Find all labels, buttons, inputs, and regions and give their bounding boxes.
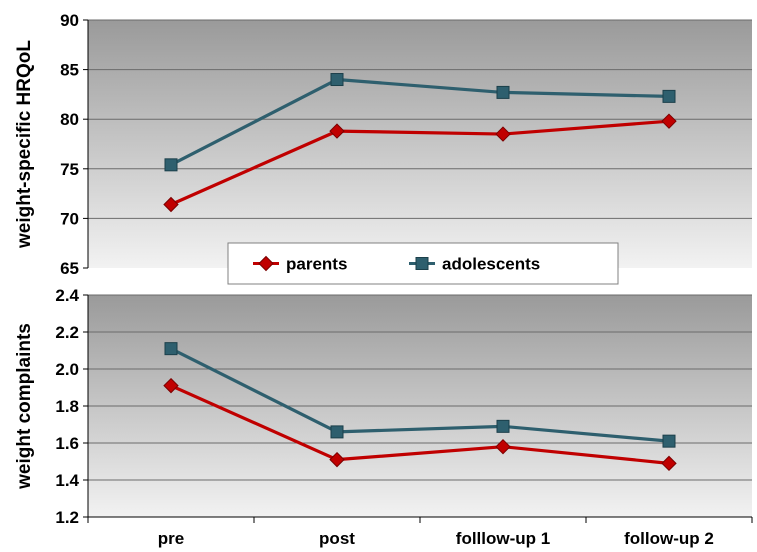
series-parents-marker	[495, 126, 511, 142]
y-tick-label: 2.4	[55, 286, 79, 305]
hrqol-panel: 65 70 75 80 85 90 weight-specific HRQoL	[14, 11, 752, 278]
series-adolescents-marker	[330, 73, 344, 87]
series-adolescents-marker	[496, 419, 510, 433]
series-adolescents-marker	[330, 425, 344, 439]
series-adolescents-line	[170, 77, 670, 167]
x-tick-label: folllow-up 1	[456, 529, 550, 548]
y-tick-label: 1.8	[55, 397, 79, 416]
series-parents-marker	[329, 451, 345, 468]
series-adolescents-marker	[496, 85, 510, 99]
y-axis-title: weight-specific HRQoL	[14, 40, 35, 249]
series-parents-marker	[661, 113, 677, 129]
series-parents-line	[170, 119, 670, 206]
x-tick-label: pre	[158, 529, 184, 548]
series-adolescents-marker	[164, 158, 178, 172]
y-tick-label: 1.6	[55, 434, 79, 453]
series-adolescents-line	[170, 347, 670, 443]
series-parents-marker	[163, 377, 179, 394]
y-tick-label: 85	[60, 61, 79, 80]
x-tick-label: post	[319, 529, 355, 548]
y-tick-label: 1.4	[55, 471, 79, 490]
series-adolescents-marker	[662, 434, 676, 448]
legend-parents-marker	[258, 255, 274, 272]
series-parents-marker	[495, 438, 511, 455]
x-axis: pre post folllow-up 1 follow-up 2	[87, 516, 753, 548]
y-tick-label: 2.2	[55, 323, 79, 342]
y-tick-label: 80	[60, 110, 79, 129]
legend-label: adolescents	[442, 255, 540, 274]
series-adolescents-marker	[164, 342, 178, 356]
series-parents-marker	[329, 123, 345, 139]
legend: parents adolescents	[227, 242, 619, 285]
y-tick-label: 1.2	[55, 508, 79, 527]
y-tick-label: 2.0	[55, 360, 79, 379]
legend-label: parents	[286, 255, 347, 274]
weight-complaints-panel: 1.2 1.4 1.6 1.8 2.0 2.2 2.4 weight complaints	[14, 286, 752, 527]
series-parents-marker	[163, 196, 179, 213]
y-tick-label: 75	[60, 160, 79, 179]
x-tick-label: follow-up 2	[624, 529, 714, 548]
plot-area	[88, 20, 752, 268]
legend-adolescents-marker	[415, 257, 429, 270]
y-tick-label: 70	[60, 209, 79, 228]
series-adolescents-marker	[662, 89, 676, 103]
series-parents-line	[170, 384, 670, 465]
y-axis-title: weight complaints	[14, 323, 35, 490]
y-tick-label: 65	[60, 259, 79, 278]
y-tick-label: 90	[60, 11, 79, 30]
series-parents-marker	[661, 455, 677, 472]
